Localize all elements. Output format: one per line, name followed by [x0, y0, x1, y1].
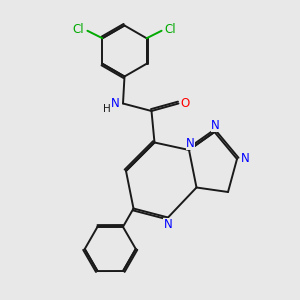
Text: Cl: Cl — [165, 23, 176, 36]
Text: Cl: Cl — [73, 23, 84, 36]
Text: N: N — [211, 119, 220, 132]
Text: N: N — [241, 152, 250, 166]
Text: H: H — [103, 104, 110, 114]
Text: O: O — [181, 97, 190, 110]
Text: N: N — [111, 97, 119, 110]
Text: N: N — [186, 137, 195, 150]
Text: N: N — [164, 218, 172, 232]
